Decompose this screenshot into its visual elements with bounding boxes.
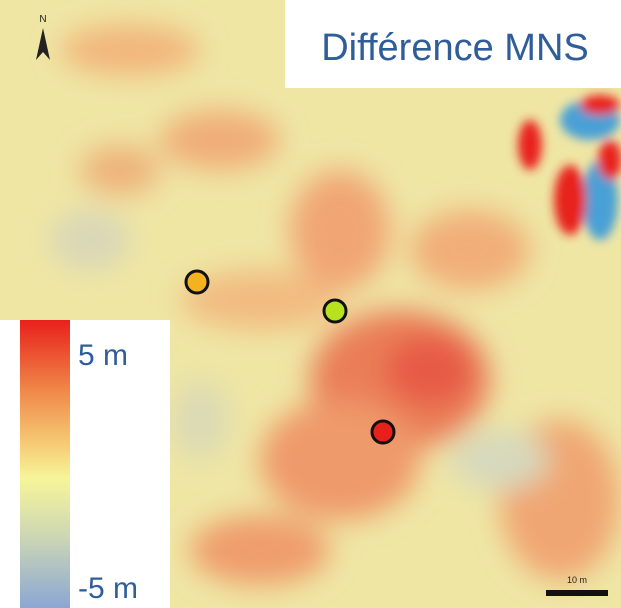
map-view: Différence MNS N 5 m -5 m 10 m [0, 0, 621, 608]
legend-ramp [20, 320, 70, 608]
legend-max-label: 5 m [78, 339, 128, 372]
sample-point [324, 300, 346, 322]
sample-point [186, 271, 208, 293]
north-label: N [39, 14, 46, 25]
sample-point [372, 421, 394, 443]
legend-min-label: -5 m [78, 572, 138, 605]
scale-bar-label: 10 m [567, 575, 587, 585]
map-title: Différence MNS [321, 27, 589, 69]
scale-bar [546, 590, 608, 596]
